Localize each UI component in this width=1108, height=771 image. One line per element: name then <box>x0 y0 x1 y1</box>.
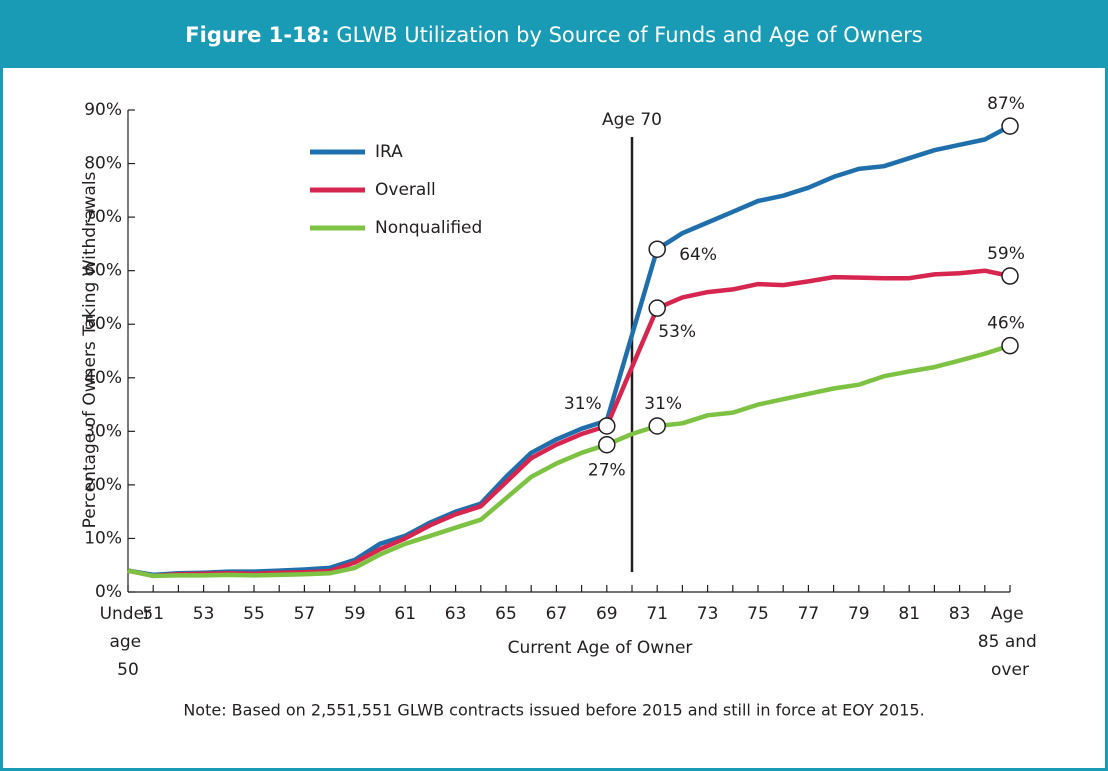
data-label: 59% <box>987 244 1025 264</box>
x-tick-label: 79 <box>848 604 870 624</box>
point-marker <box>1001 267 1019 285</box>
y-tick-label: 60% <box>84 261 122 281</box>
x-tick-label: 59 <box>344 604 366 624</box>
x-tick-label: 51 <box>142 604 164 624</box>
x-tick-label: 65 <box>495 604 517 624</box>
series-line <box>127 268 1011 579</box>
x-tick-label-line: 50 <box>117 660 139 680</box>
x-tick-label: 53 <box>193 604 215 624</box>
point-marker <box>1001 336 1019 355</box>
x-tick-label-line: over <box>991 660 1029 680</box>
x-tick-label-line: Age <box>991 604 1029 624</box>
x-tick-label: Age 85 and over <box>978 604 1042 680</box>
point-marker <box>1001 117 1019 135</box>
x-tick-label: 55 <box>243 604 265 624</box>
data-label: 27% <box>588 461 626 481</box>
x-axis-label: Current Age of Owner <box>508 638 693 658</box>
legend-label: IRA <box>375 142 403 162</box>
data-label: 31% <box>644 394 682 414</box>
y-tick-label: 40% <box>84 368 122 388</box>
x-tick-label-line: Under <box>100 604 157 624</box>
series-line <box>127 343 1011 579</box>
point-marker <box>648 240 666 258</box>
y-axis-label: Percentage of Owners Taking Withdrawals <box>80 171 100 528</box>
data-label: 46% <box>987 314 1025 334</box>
x-tick-label: 77 <box>798 604 820 624</box>
point-marker <box>598 435 616 454</box>
data-label: 64% <box>679 245 717 265</box>
x-tick-label: 69 <box>596 604 618 624</box>
x-tick-label: Under age 50 <box>100 604 157 680</box>
header: Figure 1-18: GLWB Utilization by Source … <box>185 23 922 47</box>
legend-label: Overall <box>375 180 436 200</box>
chart-title: GLWB Utilization by Source of Funds and … <box>336 23 922 47</box>
point-marker <box>648 417 666 435</box>
y-tick-label: 10% <box>84 528 122 548</box>
data-label: 87% <box>987 94 1025 114</box>
data-label: 31% <box>564 394 602 414</box>
legend-label: Nonqualified <box>375 218 482 238</box>
reference-label: Age 70 <box>602 110 662 130</box>
x-tick-label: 71 <box>646 604 668 624</box>
note: Note: Based on 2,551,551 GLWB contracts … <box>183 701 924 720</box>
header-band <box>0 0 1108 68</box>
x-tick-label: 61 <box>394 604 416 624</box>
figure-label: Figure 1-18: <box>185 23 329 47</box>
x-tick-label: 81 <box>898 604 920 624</box>
x-tick-label: 75 <box>747 604 769 624</box>
y-tick-label: 50% <box>84 314 122 334</box>
y-tick-label: 30% <box>84 421 122 441</box>
y-tick-label: 20% <box>84 475 122 495</box>
y-tick-label: 80% <box>84 154 122 174</box>
y-tick-label: 0% <box>95 582 122 602</box>
y-tick-label: 90% <box>84 100 122 120</box>
x-tick-label-line: age <box>109 632 146 652</box>
x-tick-label: 57 <box>294 604 316 624</box>
x-tick-label: 73 <box>697 604 719 624</box>
point-marker <box>648 299 666 317</box>
x-tick-label: 83 <box>949 604 971 624</box>
y-tick-label: 70% <box>84 207 122 227</box>
series-line <box>127 124 1012 578</box>
x-tick-label: 63 <box>445 604 467 624</box>
x-tick-label: 67 <box>546 604 568 624</box>
data-label: 53% <box>658 322 696 342</box>
point-marker <box>598 417 616 435</box>
x-tick-label-line: 85 and <box>978 632 1042 652</box>
